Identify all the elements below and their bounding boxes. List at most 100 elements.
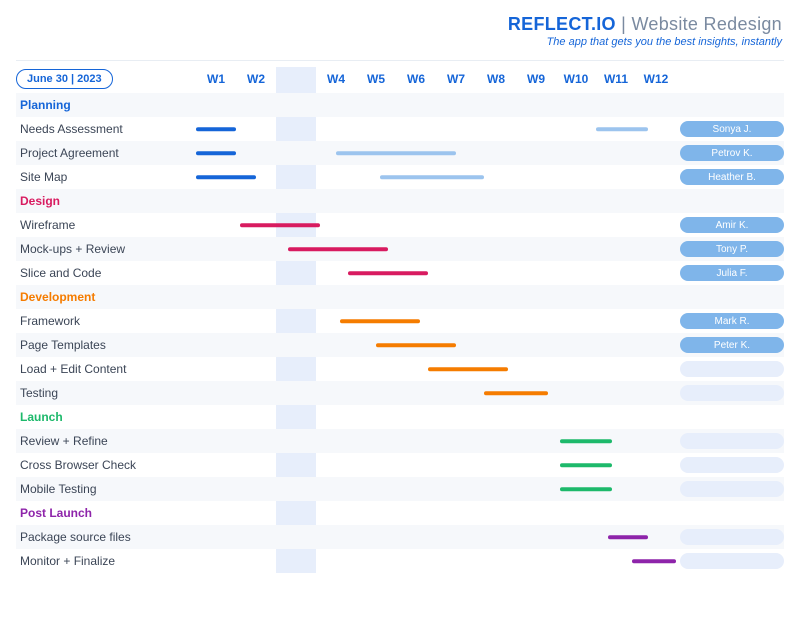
assignee-cell: Petrov K. [676,145,784,161]
section-label: Post Launch [16,506,196,520]
task-row: Slice and Code Julia F. [16,261,784,285]
assignee-pill [680,481,784,497]
brand-separator: | [616,14,632,34]
task-label: Project Agreement [16,146,196,160]
section-row: Development [16,285,784,309]
week-header: W11 [596,72,636,86]
assignee-pill [680,553,784,569]
gantt-bar[interactable] [240,223,320,227]
gantt-bar-secondary[interactable] [336,151,456,155]
task-label: Mobile Testing [16,482,196,496]
task-label: Slice and Code [16,266,196,280]
task-row: WireframeAmir K. [16,213,784,237]
gantt-bar[interactable] [632,559,676,563]
assignee-cell: Amir K. [676,217,784,233]
gantt-bar[interactable] [608,535,648,539]
brand-subtitle: Website Redesign [631,14,782,34]
gantt-track [196,333,676,357]
assignee-pill[interactable]: Amir K. [680,217,784,233]
gantt-bar-secondary[interactable] [380,175,484,179]
gantt-track [196,213,676,237]
assignee-pill [680,385,784,401]
task-label: Cross Browser Check [16,458,196,472]
date-badge[interactable]: June 30 | 2023 [16,69,113,89]
task-row: Cross Browser Check [16,453,784,477]
task-label: Review + Refine [16,434,196,448]
tagline: The app that gets you the best insights,… [18,36,782,48]
assignee-pill[interactable]: Mark R. [680,313,784,329]
assignee-cell [676,361,784,377]
assignee-pill [680,457,784,473]
gantt-bar[interactable] [560,463,612,467]
week-header: W7 [436,72,476,86]
assignee-cell [676,481,784,497]
gantt-track [196,429,676,453]
task-row: Monitor + Finalize [16,549,784,573]
assignee-pill[interactable]: Tony P. [680,241,784,257]
section-row: Design [16,189,784,213]
gantt-bar[interactable] [560,439,612,443]
gantt-track [196,477,676,501]
week-header: W4 [316,72,356,86]
task-label: Package source files [16,530,196,544]
assignee-cell: Sonya J. [676,121,784,137]
week-header: W8 [476,72,516,86]
gantt-track [196,525,676,549]
gantt-chart: Planning Needs Assessment Sonya J. Project … [16,93,784,573]
header-rule [16,60,784,61]
gantt-bar[interactable] [348,271,428,275]
gantt-bar[interactable] [428,367,508,371]
section-label: Design [16,194,196,208]
task-row: Site MapHeather B. [16,165,784,189]
section-row: Launch [16,405,784,429]
assignee-cell: Julia F. [676,265,784,281]
gantt-bar-secondary[interactable] [596,127,648,131]
gantt-bar[interactable] [484,391,548,395]
assignee-cell: Peter K. [676,337,784,353]
task-row: Framework Mark R. [16,309,784,333]
gantt-bar[interactable] [196,127,236,131]
task-row: Testing [16,381,784,405]
section-row: Planning [16,93,784,117]
gantt-track [196,93,676,117]
gantt-bar[interactable] [196,151,236,155]
task-row: Package source files [16,525,784,549]
gantt-bar[interactable] [340,319,420,323]
assignee-pill [680,529,784,545]
task-label: Page Templates [16,338,196,352]
assignee-pill[interactable]: Julia F. [680,265,784,281]
task-row: Mobile Testing [16,477,784,501]
header: REFLECT.IO | Website Redesign The app th… [16,10,784,54]
gantt-track [196,453,676,477]
section-label: Launch [16,410,196,424]
gantt-bar[interactable] [196,175,256,179]
section-label: Planning [16,98,196,112]
assignee-pill[interactable]: Petrov K. [680,145,784,161]
assignee-pill[interactable]: Sonya J. [680,121,784,137]
week-headers: W1W2W3W4W5W6W7W8W9W10W11W12 [196,72,676,86]
task-label: Framework [16,314,196,328]
assignee-pill[interactable]: Peter K. [680,337,784,353]
gantt-bar[interactable] [560,487,612,491]
gantt-bar[interactable] [288,247,388,251]
assignee-cell: Mark R. [676,313,784,329]
task-row: Page Templates Peter K. [16,333,784,357]
gantt-track [196,285,676,309]
gantt-track [196,261,676,285]
task-label: Needs Assessment [16,122,196,136]
week-header: W9 [516,72,556,86]
week-header: W3 [276,72,316,86]
task-label: Mock-ups + Review [16,242,196,256]
gantt-track [196,501,676,525]
task-row: Load + Edit Content [16,357,784,381]
gantt-track [196,141,676,165]
task-label: Testing [16,386,196,400]
gantt-bar[interactable] [376,343,456,347]
gantt-track [196,381,676,405]
assignee-cell: Heather B. [676,169,784,185]
assignee-pill[interactable]: Heather B. [680,169,784,185]
gantt-track [196,189,676,213]
gantt-track [196,117,676,141]
section-label: Development [16,290,196,304]
task-row: Review + Refine [16,429,784,453]
